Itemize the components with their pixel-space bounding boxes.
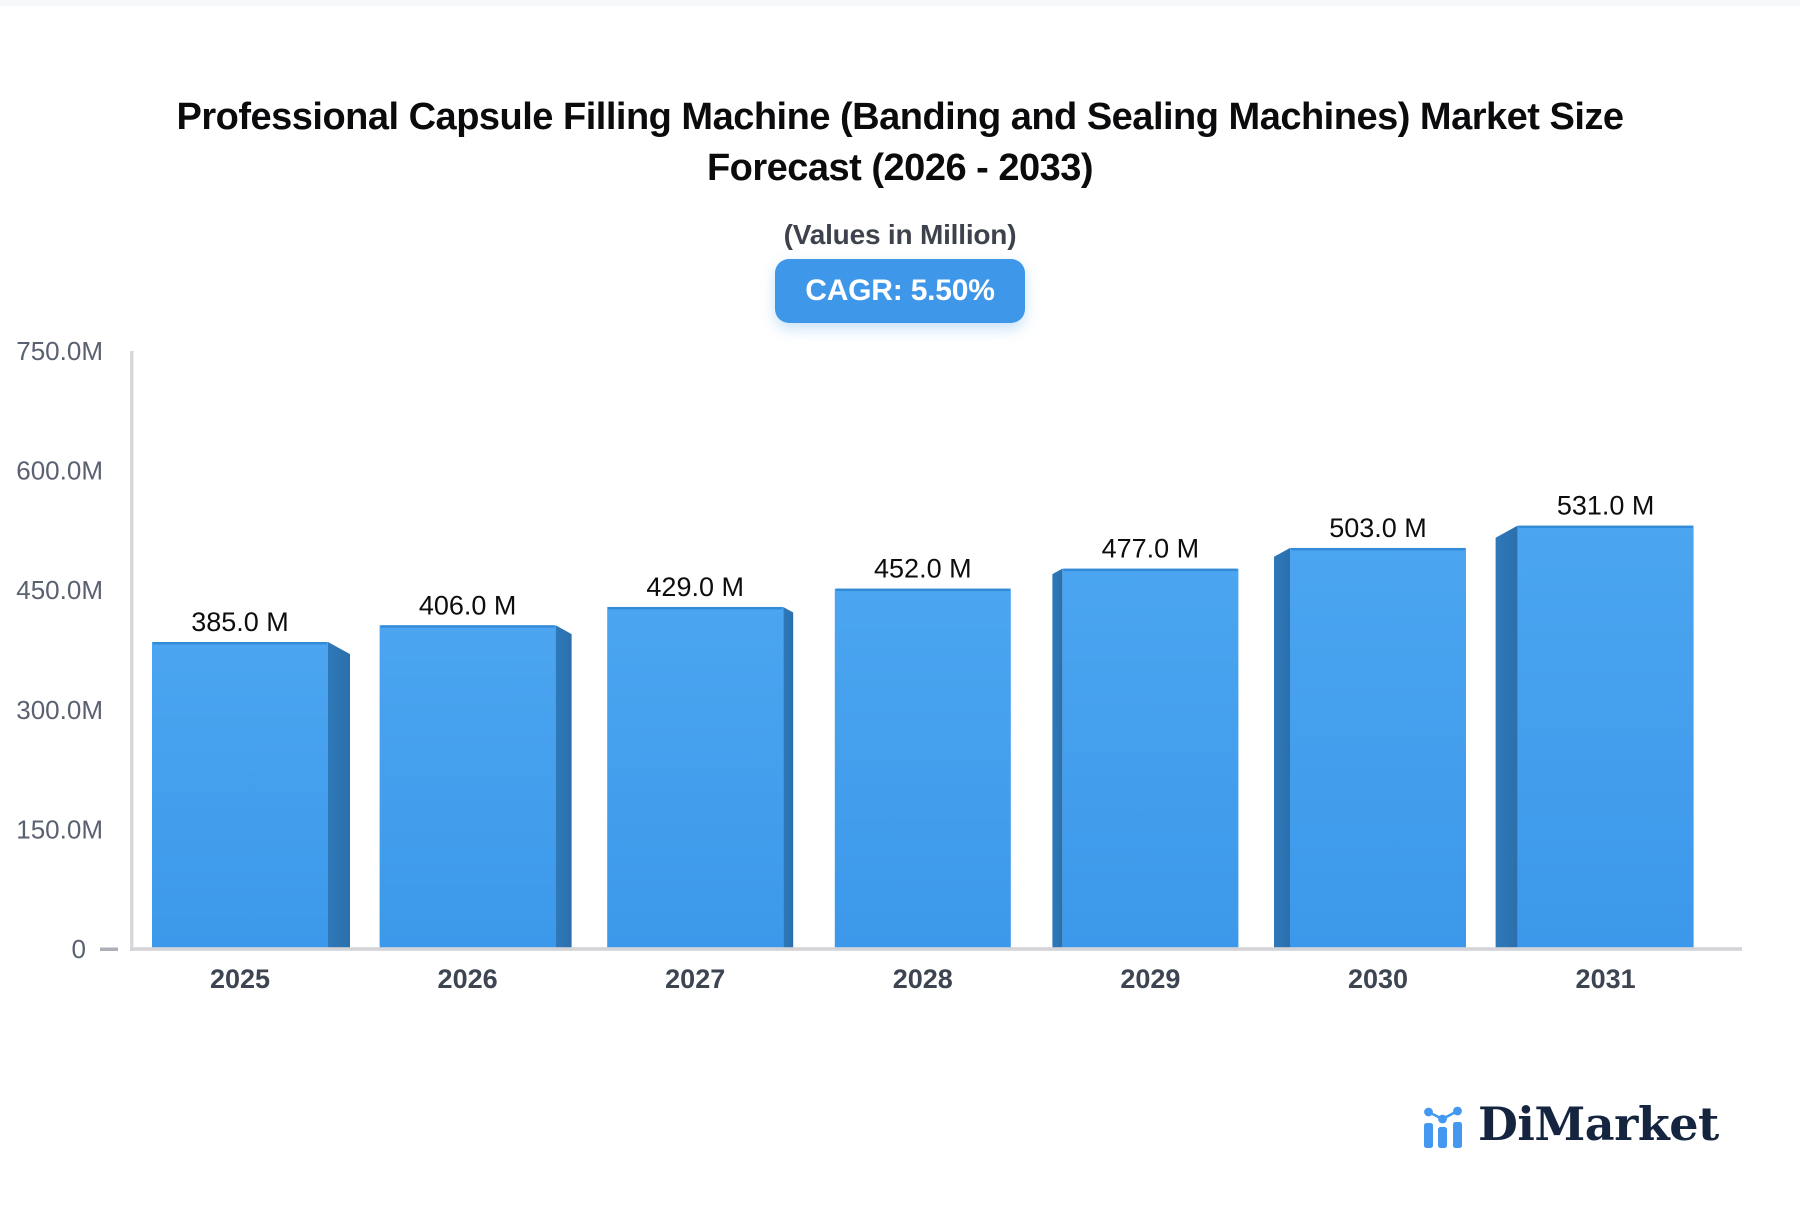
bar-side [1495, 525, 1518, 949]
cagr-badge: CAGR: 5.50% [775, 259, 1025, 323]
bar-side [783, 606, 794, 949]
dimarket-logo: DiMarket [1420, 1098, 1719, 1150]
y-tick-label: 150.0M [16, 814, 103, 844]
bar-2028[interactable] [834, 588, 1011, 949]
bar-2025[interactable] [152, 642, 328, 949]
x-category-label: 2025 [210, 964, 270, 994]
bar-side [1052, 568, 1063, 949]
x-category-label: 2027 [665, 964, 725, 994]
chart-title-line2: Forecast (2026 - 2033) [706, 147, 1094, 189]
bar-value-label: 503.0 M [1329, 513, 1427, 543]
y-tick-label: 0 [72, 934, 86, 964]
x-axis-line [130, 947, 1742, 951]
chart-title-line1: Professional Capsule Filling Machine (Ba… [176, 96, 1624, 138]
bar-value-label: 406.0 M [419, 590, 517, 620]
bar-2029[interactable] [1062, 568, 1239, 949]
bar-2030[interactable] [1290, 547, 1466, 949]
bar-value-label: 429.0 M [646, 572, 744, 602]
y-tick-label: 600.0M [16, 456, 103, 486]
x-category-label: 2029 [1120, 964, 1180, 994]
logo-text: DiMarket [1478, 1097, 1719, 1151]
bar-value-label: 452.0 M [874, 554, 972, 584]
y-tick-label: 450.0M [16, 575, 103, 605]
bar-side [328, 642, 350, 949]
x-category-label: 2028 [893, 964, 953, 994]
x-category-label: 2026 [438, 964, 498, 994]
chart-subtitle: (Values in Million) [783, 219, 1017, 250]
bar-side [1274, 547, 1290, 949]
bar-value-label: 385.0 M [191, 607, 289, 637]
bar-side [555, 625, 572, 949]
y-axis-line [130, 351, 134, 951]
y-tick-label: 750.0M [16, 336, 103, 366]
bar-value-label: 531.0 M [1557, 491, 1655, 521]
cagr-badge-label: CAGR: 5.50% [805, 274, 995, 307]
y-tick-label: 300.0M [16, 695, 103, 725]
bar-2026[interactable] [379, 625, 556, 949]
bar-2027[interactable] [607, 606, 784, 949]
bar-value-label: 477.0 M [1102, 534, 1200, 564]
bar-chart: 750.0M 600.0M 450.0M 300.0M 150.0M 0 385.0 M 20… [16, 336, 1742, 994]
x-category-label: 2031 [1576, 964, 1636, 994]
bar-2031[interactable] [1517, 525, 1694, 949]
chart-header: Professional Capsule Filling Machine (Ba… [0, 92, 1800, 323]
x-category-label: 2030 [1348, 964, 1408, 994]
bar-line-chart-icon [1424, 1106, 1462, 1148]
zero-tick-mark [100, 947, 118, 951]
